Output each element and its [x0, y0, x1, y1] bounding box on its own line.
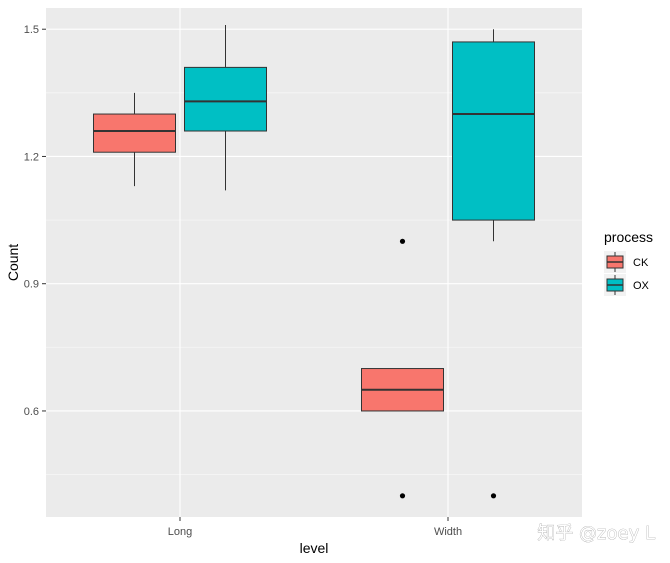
watermark-text: 知乎 @zoey L — [537, 523, 655, 544]
legend-label-ck: CK — [633, 257, 649, 269]
iqr-box — [184, 66, 267, 132]
box-ox-width — [452, 29, 535, 499]
y-tick-label: 0.6 — [24, 406, 39, 418]
legend-items: CK OX — [604, 251, 650, 296]
outlier-point — [399, 238, 406, 244]
x-axis: Long Width — [168, 517, 462, 538]
y-tick-label: 0.9 — [24, 279, 39, 291]
y-axis: 0.6 0.9 1.2 1.5 — [24, 24, 46, 418]
legend-key-ck — [604, 251, 626, 273]
box-ck-width — [361, 238, 444, 499]
y-tick-label: 1.5 — [24, 24, 39, 36]
legend: process CK OX — [604, 229, 653, 296]
legend-title: process — [604, 229, 653, 245]
box-series — [93, 24, 535, 499]
x-axis-title: level — [300, 540, 329, 556]
box-ox-long — [184, 24, 267, 191]
x-tick-label: Long — [168, 526, 192, 538]
legend-key-ox — [604, 274, 626, 296]
iqr-box — [452, 41, 535, 221]
series-ox — [184, 24, 535, 499]
iqr-box — [93, 113, 176, 153]
box-ck-long — [93, 92, 176, 187]
y-tick-label: 1.2 — [24, 151, 39, 163]
series-ck — [93, 92, 444, 499]
legend-label-ox: OX — [633, 280, 650, 292]
y-axis-title: Count — [5, 244, 21, 281]
outlier-point — [490, 493, 497, 499]
outlier-point — [399, 493, 406, 499]
x-tick-label: Width — [434, 526, 462, 538]
